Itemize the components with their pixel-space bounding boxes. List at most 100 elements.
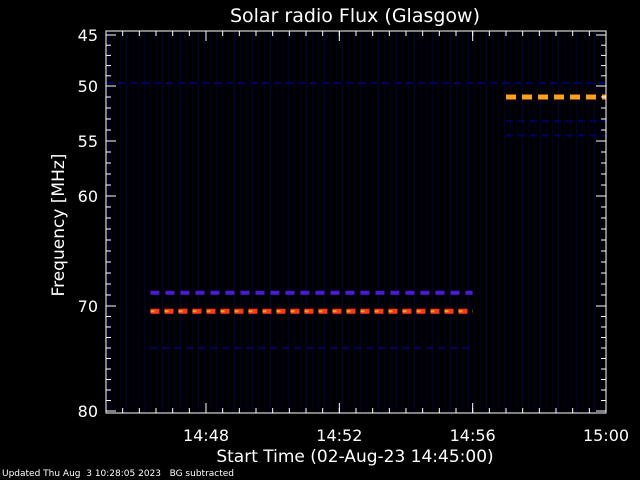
spectrogram-column xyxy=(228,32,229,412)
spectrogram-column xyxy=(312,32,313,412)
spectrogram-column xyxy=(120,32,121,412)
spectrogram-column xyxy=(390,32,391,412)
spectrogram-column xyxy=(180,32,181,412)
spectrogram-column xyxy=(468,32,469,412)
spectrogram-column xyxy=(384,32,385,412)
spectrogram-column xyxy=(576,32,577,412)
axes: 14:48 14:52 14:56 15:00 45 50 55 60 70 80 xyxy=(78,26,629,445)
spectrogram-column xyxy=(168,32,169,412)
spectrogram-column xyxy=(492,32,493,412)
spectrogram-column xyxy=(222,32,223,412)
spectrogram-column xyxy=(138,32,139,412)
spectrogram-column xyxy=(192,32,193,412)
x-tick-label: 14:52 xyxy=(316,426,362,445)
y-tick-label: 55 xyxy=(78,132,98,151)
spectrogram-column xyxy=(420,32,421,412)
spectrogram-column xyxy=(600,32,601,412)
x-axis-label: Start Time (02-Aug-23 14:45:00) xyxy=(216,447,493,467)
spectrogram-column xyxy=(516,32,517,412)
spectrogram-column xyxy=(270,32,271,412)
spectrogram-column xyxy=(114,32,115,412)
spectrogram-column xyxy=(156,32,157,412)
spectrogram-column xyxy=(396,32,397,412)
spectrogram-column xyxy=(402,32,403,412)
spectrogram-column xyxy=(450,32,451,412)
spectrogram-column xyxy=(570,32,571,412)
spectrogram-column xyxy=(198,32,199,412)
y-tick-label: 45 xyxy=(78,26,98,45)
spectrogram-column xyxy=(558,32,559,412)
spectrogram-column xyxy=(372,32,373,412)
spectrogram-column xyxy=(582,32,583,412)
spectrogram-column xyxy=(474,32,475,412)
spectrogram-column xyxy=(144,32,145,412)
spectrogram-column xyxy=(414,32,415,412)
spectrogram-column xyxy=(594,32,595,412)
spectrogram-column xyxy=(318,32,319,412)
y-tick-label: 60 xyxy=(78,187,98,206)
spectrogram-column xyxy=(186,32,187,412)
spectrogram-column xyxy=(204,32,205,412)
y-tick-label: 70 xyxy=(78,297,98,316)
y-tick-label: 80 xyxy=(78,402,98,421)
spectrogram-column xyxy=(294,32,295,412)
spectrogram-column xyxy=(456,32,457,412)
y-tick-label: 50 xyxy=(78,77,98,96)
spectrogram-column xyxy=(282,32,283,412)
spectrogram-column xyxy=(354,32,355,412)
spectrogram-column xyxy=(360,32,361,412)
spectrogram-column xyxy=(258,32,259,412)
spectrogram-column xyxy=(540,32,541,412)
spectrogram-column xyxy=(522,32,523,412)
spectrogram-column xyxy=(462,32,463,412)
spectrogram-column xyxy=(426,32,427,412)
spectrogram-column xyxy=(588,32,589,412)
spectrogram-column xyxy=(150,32,151,412)
plot-area xyxy=(106,32,606,412)
spectrogram-column xyxy=(342,32,343,412)
spectrogram-column xyxy=(330,32,331,412)
spectrogram-column xyxy=(378,32,379,412)
spectrogram-column xyxy=(288,32,289,412)
footer-updated-text: Updated Thu Aug 3 10:28:05 2023 BG subtr… xyxy=(2,469,235,479)
spectrogram-column xyxy=(510,32,511,412)
spectrogram-column xyxy=(306,32,307,412)
spectrogram-column xyxy=(564,32,565,412)
spectrogram-column xyxy=(174,32,175,412)
spectrogram-column xyxy=(216,32,217,412)
spectrogram-column xyxy=(246,32,247,412)
spectrogram-column xyxy=(480,32,481,412)
spectrogram-column xyxy=(486,32,487,412)
chart-title: Solar radio Flux (Glasgow) xyxy=(230,5,480,27)
spectrogram-column xyxy=(300,32,301,412)
x-tick-label: 14:56 xyxy=(450,426,496,445)
spectrogram-column xyxy=(264,32,265,412)
spectrogram-column xyxy=(444,32,445,412)
spectrogram-column xyxy=(366,32,367,412)
spectrogram-column xyxy=(348,32,349,412)
spectrogram-column xyxy=(534,32,535,412)
spectrogram-column xyxy=(108,32,109,412)
spectrogram-column xyxy=(132,32,133,412)
y-axis-label: Frequency [MHz] xyxy=(49,154,69,297)
spectrogram-column xyxy=(252,32,253,412)
spectrogram-column xyxy=(126,32,127,412)
spectrogram-column xyxy=(276,32,277,412)
spectrogram-column xyxy=(546,32,547,412)
spectrogram-column xyxy=(336,32,337,412)
spectrogram-column xyxy=(210,32,211,412)
spectrogram-column xyxy=(408,32,409,412)
spectrogram-column xyxy=(438,32,439,412)
spectrogram-column xyxy=(552,32,553,412)
spectrogram-column xyxy=(528,32,529,412)
spectrogram-column xyxy=(432,32,433,412)
x-tick-label: 14:48 xyxy=(183,426,229,445)
spectrogram-column xyxy=(324,32,325,412)
spectrogram-column xyxy=(162,32,163,412)
spectrogram-column xyxy=(240,32,241,412)
spectrogram-column xyxy=(498,32,499,412)
spectrogram-column xyxy=(504,32,505,412)
x-tick-label: 15:00 xyxy=(583,426,629,445)
spectrogram-column xyxy=(234,32,235,412)
